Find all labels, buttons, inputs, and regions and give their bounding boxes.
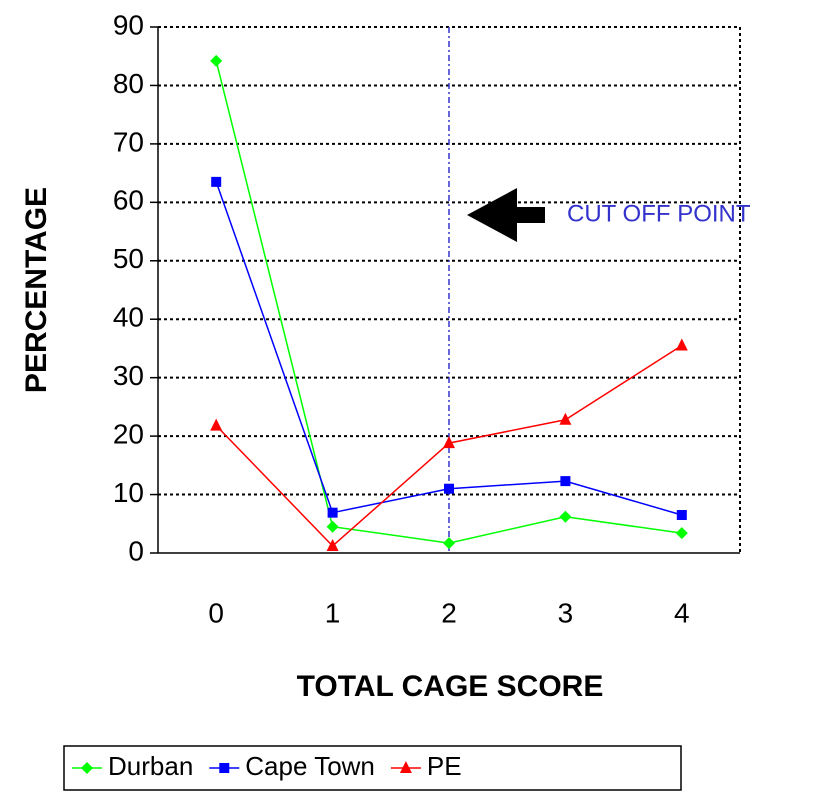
data-point bbox=[443, 537, 455, 550]
x-tick-label: 0 bbox=[208, 597, 224, 628]
x-tick-label: 3 bbox=[558, 597, 574, 628]
data-point bbox=[443, 436, 455, 449]
legend-label: PE bbox=[427, 751, 462, 781]
y-tick-label: 0 bbox=[128, 535, 144, 566]
y-tick-label: 40 bbox=[113, 302, 144, 333]
data-point bbox=[675, 338, 688, 351]
legend-box bbox=[63, 745, 682, 791]
data-point bbox=[676, 510, 687, 521]
data-point bbox=[327, 507, 338, 518]
legend-marker bbox=[399, 761, 412, 773]
data-point bbox=[559, 510, 572, 523]
data-point bbox=[559, 412, 572, 425]
data-point bbox=[560, 476, 571, 487]
y-tick-label: 30 bbox=[113, 360, 144, 391]
x-axis-title: TOTAL CAGE SCORE bbox=[297, 670, 604, 703]
y-tick-label: 80 bbox=[113, 68, 144, 99]
arrow bbox=[467, 188, 545, 242]
legend-marker bbox=[81, 762, 93, 774]
y-tick-label: 70 bbox=[113, 126, 144, 157]
y-tick-label: 60 bbox=[113, 185, 144, 216]
data-point bbox=[326, 538, 339, 551]
data-point bbox=[210, 54, 223, 67]
legend-label: Durban bbox=[108, 751, 193, 781]
y-axis-title: PERCENTAGE bbox=[20, 187, 53, 393]
x-tick-label: 1 bbox=[325, 597, 341, 628]
annotation: CUT OFF POINT bbox=[567, 200, 751, 227]
data-point bbox=[211, 176, 222, 187]
x-tick-label: 4 bbox=[674, 597, 690, 628]
data-point bbox=[675, 527, 688, 540]
y-tick-label: 90 bbox=[113, 9, 144, 40]
x-tick-label: 2 bbox=[441, 597, 457, 628]
y-tick-label: 10 bbox=[113, 477, 144, 508]
legend-label: Cape Town bbox=[245, 751, 375, 781]
data-point bbox=[210, 418, 223, 431]
legend-marker bbox=[219, 763, 230, 773]
y-tick-label: 50 bbox=[113, 243, 144, 274]
y-tick-label: 20 bbox=[113, 419, 144, 450]
data-point bbox=[444, 483, 454, 494]
data-point bbox=[326, 520, 339, 533]
